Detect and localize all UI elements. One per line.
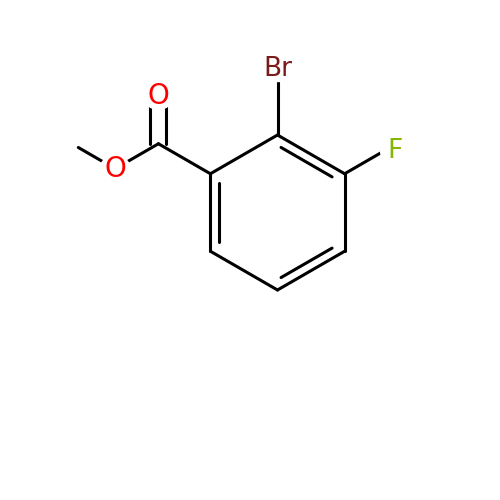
Ellipse shape — [254, 56, 302, 82]
Ellipse shape — [380, 139, 408, 163]
Ellipse shape — [100, 156, 130, 182]
Ellipse shape — [144, 83, 174, 110]
Text: Br: Br — [263, 56, 292, 82]
Text: O: O — [104, 155, 126, 183]
Text: F: F — [387, 138, 402, 164]
Text: O: O — [148, 82, 170, 110]
